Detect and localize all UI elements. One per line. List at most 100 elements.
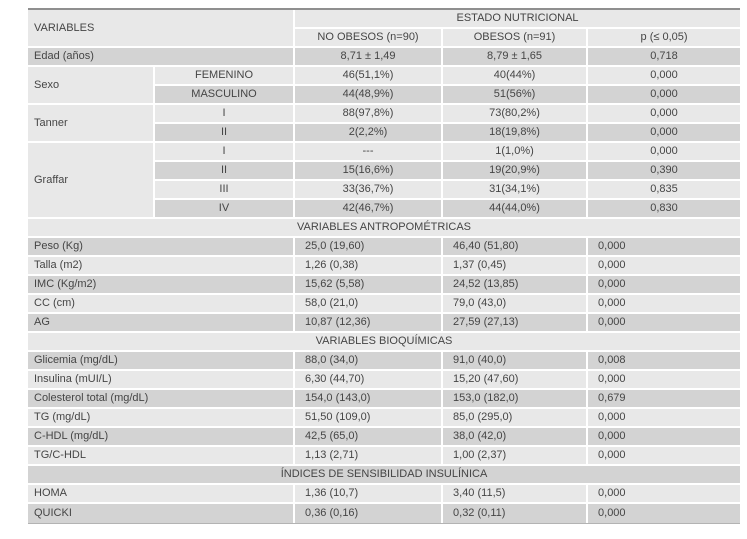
- cell-p: 0,008: [588, 352, 741, 371]
- cell-no-obesos: 15,62 (5,58): [295, 276, 444, 295]
- table-row-peso: Peso (Kg) 25,0 (19,60) 46,40 (51,80) 0,0…: [28, 238, 741, 257]
- cell-obesos: 46,40 (51,80): [443, 238, 589, 257]
- cell-no-obesos: 33(36,7%): [295, 181, 444, 200]
- row-label: Peso (Kg): [28, 238, 296, 257]
- cell-obesos: 79,0 (43,0): [443, 295, 589, 314]
- cell-obesos: 19(20,9%): [443, 162, 589, 181]
- table-row-insulina: Insulina (mUI/L) 6,30 (44,70) 15,20 (47,…: [28, 371, 741, 390]
- cell-p: 0,000: [588, 485, 741, 504]
- table-row-tg-chdl: TG/C-HDL 1,13 (2,71) 1,00 (2,37) 0,000: [28, 447, 741, 466]
- table-row-tanner-2: II 2(2,2%) 18(19,8%) 0,000: [28, 124, 741, 143]
- cell-p: 0,000: [588, 276, 741, 295]
- cell-obesos: 85,0 (295,0): [443, 409, 589, 428]
- row-label: IMC (Kg/m2): [28, 276, 296, 295]
- cell-no-obesos: 51,50 (109,0): [295, 409, 444, 428]
- table-row-homa: HOMA 1,36 (10,7) 3,40 (11,5) 0,000: [28, 485, 741, 504]
- table-row-graffar-3: III 33(36,7%) 31(34,1%) 0,835: [28, 181, 741, 200]
- table-row-tg: TG (mg/dL) 51,50 (109,0) 85,0 (295,0) 0,…: [28, 409, 741, 428]
- cell-p: 0,000: [588, 257, 741, 276]
- cell-obesos: 1(1,0%): [443, 143, 589, 162]
- row-label: Insulina (mUI/L): [28, 371, 296, 390]
- cell-no-obesos: 88(97,8%): [295, 105, 444, 124]
- cell-no-obesos: ---: [295, 143, 444, 162]
- cell-p: 0,000: [588, 447, 741, 466]
- cell-obesos: 51(56%): [443, 86, 589, 105]
- cell-obesos: 31(34,1%): [443, 181, 589, 200]
- cell-p: 0,000: [588, 86, 741, 105]
- cell-no-obesos: 42,5 (65,0): [295, 428, 444, 447]
- cell-p: 0,718: [588, 48, 741, 67]
- nutritional-status-results-table: VARIABLES ESTADO NUTRICIONAL NO OBESOS (…: [28, 10, 741, 523]
- row-sublabel: I: [155, 143, 296, 162]
- row-label: C-HDL (mg/dL): [28, 428, 296, 447]
- cell-obesos: 153,0 (182,0): [443, 390, 589, 409]
- cell-no-obesos: 42(46,7%): [295, 200, 444, 219]
- section-row-antropometricas: VARIABLES ANTROPOMÉTRICAS: [28, 219, 741, 238]
- header-col-no-obesos: NO OBESOS (n=90): [295, 29, 444, 48]
- row-label: QUICKI: [28, 504, 296, 523]
- cell-no-obesos: 15(16,6%): [295, 162, 444, 181]
- header-variables: VARIABLES: [28, 10, 296, 48]
- cell-no-obesos: 44(48,9%): [295, 86, 444, 105]
- section-row-indices: ÍNDICES DE SENSIBILIDAD INSULÍNICA: [28, 466, 741, 485]
- cell-p: 0,835: [588, 181, 741, 200]
- cell-obesos: 91,0 (40,0): [443, 352, 589, 371]
- row-label: TG (mg/dL): [28, 409, 296, 428]
- row-label: Edad (años): [28, 48, 296, 67]
- table-row-tanner-1: Tanner I 88(97,8%) 73(80,2%) 0,000: [28, 105, 741, 143]
- table-row-chdl: C-HDL (mg/dL) 42,5 (65,0) 38,0 (42,0) 0,…: [28, 428, 741, 447]
- cell-p: 0,000: [588, 238, 741, 257]
- row-label: Talla (m2): [28, 257, 296, 276]
- cell-p: 0,000: [588, 314, 741, 333]
- cell-obesos: 8,79 ± 1,65: [443, 48, 589, 67]
- cell-obesos: 15,20 (47,60): [443, 371, 589, 390]
- row-sublabel: II: [155, 162, 296, 181]
- row-sublabel: IV: [155, 200, 296, 219]
- cell-obesos: 40(44%): [443, 67, 589, 86]
- cell-p: 0,000: [588, 371, 741, 390]
- row-label: AG: [28, 314, 296, 333]
- row-sublabel: FEMENINO: [155, 67, 296, 86]
- results-table-container: VARIABLES ESTADO NUTRICIONAL NO OBESOS (…: [28, 8, 741, 524]
- cell-obesos: 27,59 (27,13): [443, 314, 589, 333]
- row-sublabel: MASCULINO: [155, 86, 296, 105]
- table-row-glicemia: Glicemia (mg/dL) 88,0 (34,0) 91,0 (40,0)…: [28, 352, 741, 371]
- cell-no-obesos: 1,36 (10,7): [295, 485, 444, 504]
- table-row-sexo-masculino: MASCULINO 44(48,9%) 51(56%) 0,000: [28, 86, 741, 105]
- table-header-row-2: NO OBESOS (n=90) OBESOS (n=91) p (≤ 0,05…: [28, 29, 741, 48]
- table-row-quicki: QUICKI 0,36 (0,16) 0,32 (0,11) 0,000: [28, 504, 741, 523]
- cell-obesos: 3,40 (11,5): [443, 485, 589, 504]
- cell-p: 0,000: [588, 105, 741, 124]
- header-col-obesos: OBESOS (n=91): [443, 29, 589, 48]
- row-label: Colesterol total (mg/dL): [28, 390, 296, 409]
- cell-obesos: 24,52 (13,85): [443, 276, 589, 295]
- row-label: Graffar: [28, 143, 155, 219]
- table-row-talla: Talla (m2) 1,26 (0,38) 1,37 (0,45) 0,000: [28, 257, 741, 276]
- section-title: VARIABLES BIOQUÍMICAS: [28, 333, 741, 352]
- row-sublabel: III: [155, 181, 296, 200]
- table-row-graffar-4: IV 42(46,7%) 44(44,0%) 0,830: [28, 200, 741, 219]
- cell-no-obesos: 25,0 (19,60): [295, 238, 444, 257]
- cell-obesos: 73(80,2%): [443, 105, 589, 124]
- cell-p: 0,000: [588, 428, 741, 447]
- table-row-cc: CC (cm) 58,0 (21,0) 79,0 (43,0) 0,000: [28, 295, 741, 314]
- row-sublabel: II: [155, 124, 296, 143]
- header-estado-nutricional: ESTADO NUTRICIONAL: [295, 10, 741, 29]
- cell-p: 0,390: [588, 162, 741, 181]
- row-label: TG/C-HDL: [28, 447, 296, 466]
- table-row-imc: IMC (Kg/m2) 15,62 (5,58) 24,52 (13,85) 0…: [28, 276, 741, 295]
- cell-p: 0,000: [588, 67, 741, 86]
- cell-p: 0,000: [588, 409, 741, 428]
- row-label: CC (cm): [28, 295, 296, 314]
- cell-no-obesos: 2(2,2%): [295, 124, 444, 143]
- cell-p: 0,000: [588, 124, 741, 143]
- cell-obesos: 1,37 (0,45): [443, 257, 589, 276]
- cell-obesos: 0,32 (0,11): [443, 504, 589, 523]
- cell-p: 0,000: [588, 295, 741, 314]
- row-label: Tanner: [28, 105, 155, 143]
- table-row-sexo-femenino: Sexo FEMENINO 46(51,1%) 40(44%) 0,000: [28, 67, 741, 105]
- table-row-edad: Edad (años) 8,71 ± 1,49 8,79 ± 1,65 0,71…: [28, 48, 741, 67]
- cell-no-obesos: 88,0 (34,0): [295, 352, 444, 371]
- row-label: HOMA: [28, 485, 296, 504]
- cell-no-obesos: 1,13 (2,71): [295, 447, 444, 466]
